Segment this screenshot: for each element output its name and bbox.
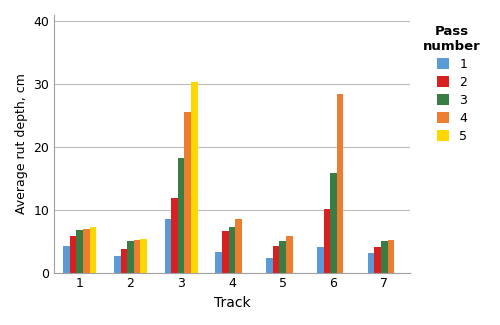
Bar	[280, 241, 286, 273]
Bar	[324, 209, 330, 273]
X-axis label: Track: Track	[214, 296, 250, 310]
Bar	[63, 246, 70, 273]
Bar	[266, 258, 273, 273]
Bar	[191, 82, 198, 273]
Bar	[83, 229, 89, 273]
Bar	[273, 246, 280, 273]
Bar	[330, 173, 337, 273]
Bar	[120, 249, 127, 273]
Bar	[76, 230, 83, 273]
Bar	[388, 240, 394, 273]
Bar	[286, 236, 292, 273]
Bar	[140, 239, 147, 273]
Bar	[368, 253, 374, 273]
Bar	[228, 227, 235, 273]
Bar	[90, 227, 96, 273]
Bar	[374, 247, 381, 273]
Bar	[184, 112, 191, 273]
Bar	[114, 256, 120, 273]
Bar	[337, 94, 344, 273]
Bar	[127, 241, 134, 273]
Legend: 1, 2, 3, 4, 5: 1, 2, 3, 4, 5	[420, 21, 484, 147]
Bar	[164, 219, 172, 273]
Bar	[381, 241, 388, 273]
Bar	[317, 247, 324, 273]
Y-axis label: Average rut depth, cm: Average rut depth, cm	[15, 73, 28, 214]
Bar	[236, 218, 242, 273]
Bar	[70, 236, 76, 273]
Bar	[222, 231, 228, 273]
Bar	[172, 199, 178, 273]
Bar	[216, 253, 222, 273]
Bar	[178, 158, 184, 273]
Bar	[134, 240, 140, 273]
